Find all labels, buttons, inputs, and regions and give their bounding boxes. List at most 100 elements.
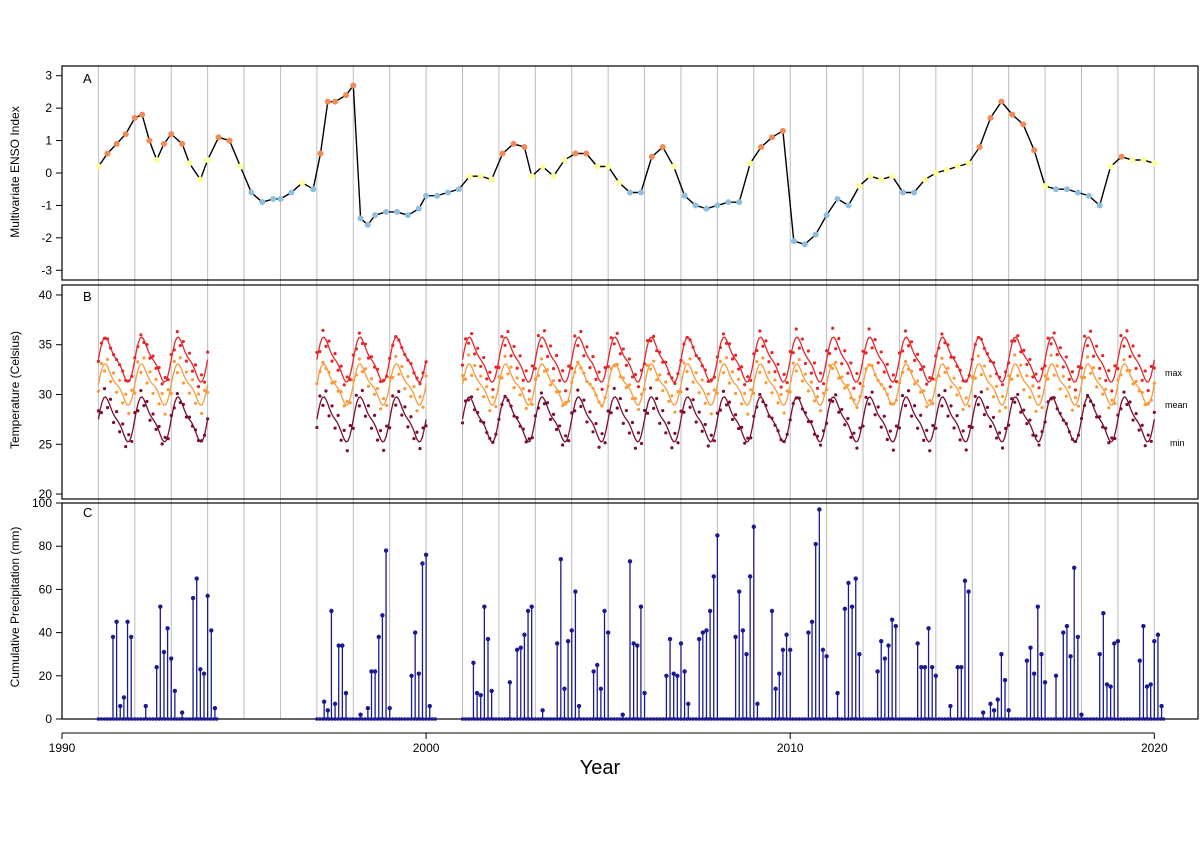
temperature-min-point [203, 433, 207, 437]
temperature-min-point [524, 440, 528, 444]
enso-point [237, 163, 244, 170]
precip-point [882, 656, 888, 661]
temperature-min-point [685, 387, 689, 391]
temperature-mean-point [576, 360, 580, 364]
temperature-max-point [542, 329, 547, 333]
temperature-mean-point [937, 374, 941, 378]
precip-zero-point [193, 717, 198, 721]
temperature-max-point [1076, 365, 1081, 369]
temperature-max-point [1025, 362, 1029, 367]
precip-zero-point [497, 717, 501, 721]
precip-point [573, 589, 578, 594]
precip-zero-point [384, 717, 389, 721]
enso-point [845, 202, 852, 209]
temperature-max-point [764, 339, 768, 343]
precip-zero-point [585, 717, 589, 721]
precip-zero-point [931, 717, 935, 721]
temperature-min-point [187, 415, 192, 419]
temperature-mean-point [518, 393, 522, 397]
precip-zero-point [154, 717, 158, 721]
precip-zero-point [949, 717, 953, 721]
precip-zero-point [1131, 717, 1135, 721]
enso-point [324, 98, 331, 105]
temperature-max-point [970, 357, 974, 361]
precip-zero-point [1158, 717, 1163, 721]
temperature-min-point [806, 419, 811, 424]
precip-point [959, 664, 964, 670]
precip-point [412, 630, 418, 635]
temperature-mean-point [1092, 366, 1096, 370]
precip-zero-point [524, 717, 529, 721]
precip-point [158, 604, 163, 609]
temperature-min-point [828, 398, 832, 402]
precip-zero-point [600, 717, 604, 721]
temperature-max-point [479, 364, 483, 369]
temperature-mean-point [1070, 408, 1074, 412]
precip-point [343, 690, 349, 696]
temperature-max-point [175, 330, 179, 334]
precip-zero-point [96, 717, 101, 721]
temperature-mean-point [466, 353, 471, 357]
temperature-mean-point [1076, 404, 1081, 408]
temperature-mean-point [1085, 355, 1090, 359]
temperature-min-point [169, 413, 173, 418]
temperature-max-point [105, 337, 110, 341]
temperature-mean-point [130, 388, 134, 392]
precip-zero-point [1006, 717, 1011, 721]
temperature-max-point [1019, 350, 1023, 354]
precip-zero-point [494, 717, 498, 721]
temperature-mean-point [1046, 377, 1050, 381]
temperature-min-point [712, 439, 716, 443]
temperature-min-point [791, 401, 795, 406]
precip-zero-point [187, 717, 192, 721]
temperature-mean-point [615, 362, 619, 366]
temperature-mean-point [369, 377, 374, 381]
precip-zero-point [184, 717, 189, 721]
temperature-max-point [585, 345, 589, 349]
temperature-min-point [397, 389, 401, 394]
enso-point [277, 195, 284, 202]
enso-point [703, 205, 710, 212]
temperature-min-point [99, 411, 104, 415]
temperature-min-point [658, 421, 662, 425]
precip-zero-point [1134, 717, 1138, 721]
temperature-mean-point [203, 388, 207, 393]
temperature-mean-point [1082, 375, 1087, 380]
precip-point [664, 673, 669, 678]
precip-point [471, 660, 476, 666]
precip-zero-point [1161, 717, 1166, 721]
temperature-min-point [1013, 400, 1017, 404]
precip-zero-point [336, 717, 340, 721]
precip-zero-point [396, 717, 401, 721]
enso-point [790, 238, 797, 245]
precip-zero-point [1043, 717, 1047, 721]
temperature-mean-point [424, 374, 428, 378]
temperature-min-point [837, 410, 841, 414]
precip-zero-point [169, 717, 174, 721]
temperature-mean-point [861, 384, 865, 388]
temperature-min-point [873, 413, 877, 417]
precip-zero-point [791, 717, 796, 721]
precip-zero-point [994, 717, 999, 721]
temperature-mean-point [506, 372, 510, 376]
temperature-min-point [1095, 415, 1099, 419]
precip-zero-point [988, 717, 993, 721]
temperature-max-point [767, 360, 771, 364]
temperature-min-point [115, 410, 119, 414]
temperature-max-point [652, 334, 656, 338]
x-tick-label: 2020 [1141, 741, 1168, 755]
temperature-max-point [406, 358, 410, 362]
temperature-mean-point [527, 397, 531, 401]
temperature-mean-point [196, 392, 201, 396]
temperature-min-point [985, 405, 990, 410]
temperature-min-point [885, 437, 889, 442]
precip-point [686, 701, 691, 707]
temperature-min-point [1016, 392, 1020, 397]
precip-point [478, 693, 483, 698]
precip-zero-point [1055, 717, 1060, 721]
temperature-min-point [667, 421, 671, 425]
temperature-min-point [111, 420, 116, 425]
temperature-min-point [476, 410, 480, 415]
